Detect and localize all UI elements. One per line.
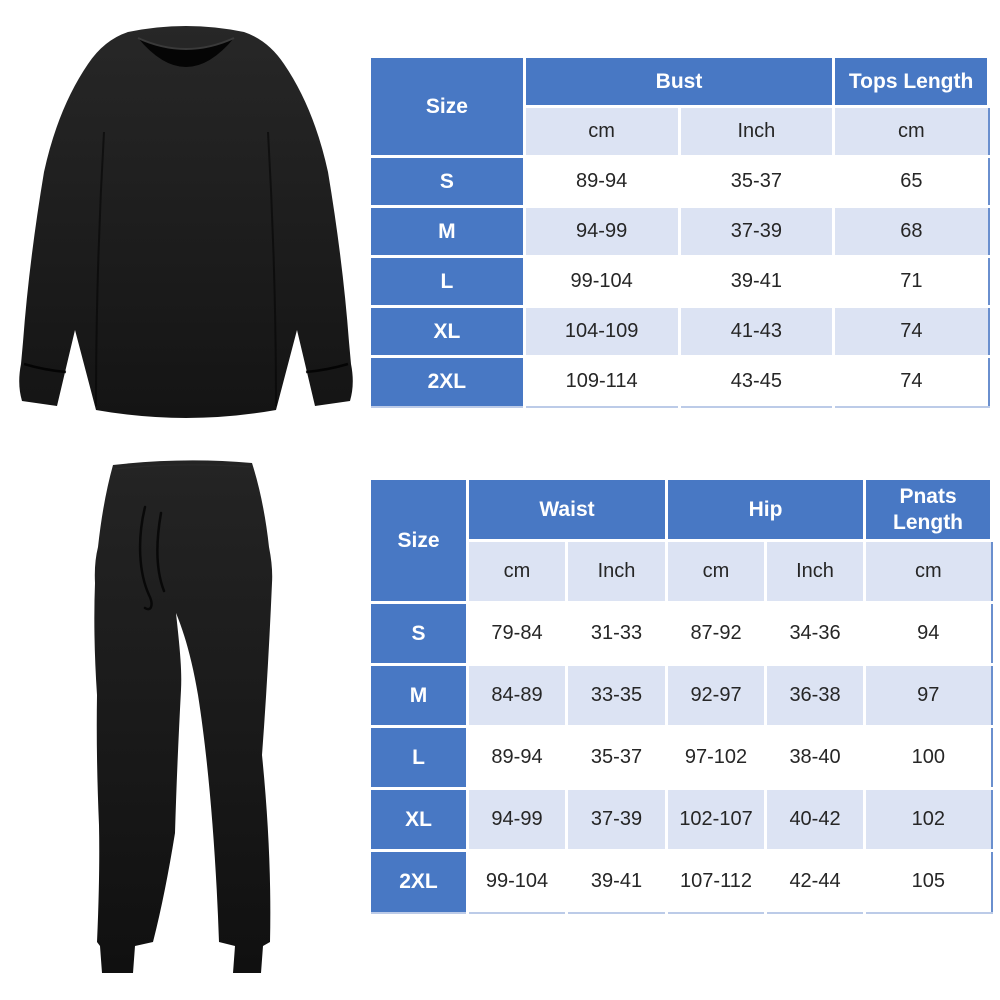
size-cell: M bbox=[368, 205, 526, 258]
unit-header: cm bbox=[832, 105, 990, 158]
size-cell: XL bbox=[368, 305, 526, 358]
cell: 97 bbox=[863, 663, 993, 728]
unit-header: Inch bbox=[564, 539, 669, 604]
pants-size-table: Size Waist Hip Pnats Length cm Inch cm I… bbox=[368, 477, 994, 914]
cell: 35-37 bbox=[564, 725, 669, 790]
cell: 79-84 bbox=[466, 601, 568, 666]
tops-row-m: M 94-99 37-39 68 bbox=[368, 205, 990, 258]
pants-row-xl: XL 94-99 37-39 102-107 40-42 102 bbox=[368, 787, 993, 852]
size-cell: 2XL bbox=[368, 849, 469, 914]
cell: 102 bbox=[863, 787, 993, 852]
pants-header-waist: Waist bbox=[465, 477, 669, 542]
cell: 99-104 bbox=[522, 255, 681, 308]
pants-header-size: Size bbox=[368, 477, 469, 604]
size-cell: M bbox=[368, 663, 469, 728]
cell: 94-99 bbox=[522, 205, 681, 258]
cell: 100 bbox=[863, 725, 993, 790]
size-cell: 2XL bbox=[368, 355, 526, 408]
cell: 74 bbox=[832, 355, 990, 408]
tops-size-table: Size Bust Tops Length cm Inch cm S 89-94… bbox=[368, 55, 990, 408]
pants-header-hip: Hip bbox=[665, 477, 867, 542]
cell: 38-40 bbox=[764, 725, 867, 790]
tops-row-s: S 89-94 35-37 65 bbox=[368, 155, 990, 208]
cell: 35-37 bbox=[677, 155, 836, 208]
cell: 89-94 bbox=[466, 725, 568, 790]
shirt-neck-opening bbox=[138, 38, 234, 67]
tops-header-size: Size bbox=[368, 55, 526, 158]
unit-header: cm bbox=[522, 105, 681, 158]
cell: 42-44 bbox=[764, 849, 867, 914]
tops-header-row: Size Bust Tops Length bbox=[368, 55, 990, 158]
tops-row-xl: XL 104-109 41-43 74 bbox=[368, 305, 990, 358]
tops-row-2xl: 2XL 109-114 43-45 74 bbox=[368, 355, 990, 408]
unit-header: cm bbox=[665, 539, 768, 604]
cell: 89-94 bbox=[522, 155, 681, 208]
unit-header: Inch bbox=[677, 105, 836, 158]
shirt-image bbox=[19, 26, 353, 418]
cell: 37-39 bbox=[677, 205, 836, 258]
cell: 92-97 bbox=[665, 663, 768, 728]
cell: 94-99 bbox=[466, 787, 568, 852]
cell: 36-38 bbox=[764, 663, 867, 728]
pants-fly-seam bbox=[138, 505, 166, 611]
cell: 37-39 bbox=[564, 787, 669, 852]
pants-image bbox=[94, 460, 273, 973]
shirt-cuff-seams bbox=[23, 362, 349, 374]
tops-subheader-row: cm Inch cm bbox=[370, 105, 990, 158]
unit-header: cm bbox=[863, 539, 993, 604]
pants-header-row: Size Waist Hip Pnats Length bbox=[368, 477, 994, 604]
pants-row-l: L 89-94 35-37 97-102 38-40 100 bbox=[368, 725, 993, 790]
shirt-sleeve-creases bbox=[95, 131, 277, 407]
pants-row-m: M 84-89 33-35 92-97 36-38 97 bbox=[368, 663, 993, 728]
cell: 87-92 bbox=[665, 601, 768, 666]
size-cell: S bbox=[368, 601, 469, 666]
cell: 34-36 bbox=[764, 601, 867, 666]
cell: 31-33 bbox=[564, 601, 669, 666]
shirt-silhouette bbox=[19, 26, 353, 418]
tops-header-bust: Bust bbox=[522, 55, 836, 108]
cell: 65 bbox=[832, 155, 990, 208]
tops-row-l: L 99-104 39-41 71 bbox=[368, 255, 990, 308]
cell: 71 bbox=[832, 255, 990, 308]
size-cell: XL bbox=[368, 787, 469, 852]
shirt-collar-rim bbox=[137, 37, 235, 50]
pants-silhouette bbox=[94, 460, 273, 973]
cell: 39-41 bbox=[564, 849, 669, 914]
cell: 39-41 bbox=[677, 255, 836, 308]
cell: 107-112 bbox=[665, 849, 768, 914]
cell: 43-45 bbox=[677, 355, 836, 408]
size-cell: S bbox=[368, 155, 526, 208]
cell: 97-102 bbox=[665, 725, 768, 790]
pants-waistband-seam bbox=[114, 464, 251, 470]
tops-header-tops-length: Tops Length bbox=[832, 55, 990, 108]
pants-header-pants-length: Pnats Length bbox=[863, 477, 994, 542]
unit-header: cm bbox=[466, 539, 568, 604]
cell: 40-42 bbox=[764, 787, 867, 852]
cell: 33-35 bbox=[564, 663, 669, 728]
cell: 105 bbox=[863, 849, 993, 914]
unit-header: Inch bbox=[764, 539, 867, 604]
size-cell: L bbox=[368, 725, 469, 790]
pants-row-s: S 79-84 31-33 87-92 34-36 94 bbox=[368, 601, 993, 666]
cell: 104-109 bbox=[522, 305, 681, 358]
cell: 68 bbox=[832, 205, 990, 258]
pants-subheader-row: cm Inch cm Inch cm bbox=[370, 539, 993, 604]
cell: 99-104 bbox=[466, 849, 568, 914]
cell: 84-89 bbox=[466, 663, 568, 728]
cell: 94 bbox=[863, 601, 993, 666]
cell: 109-114 bbox=[522, 355, 681, 408]
size-cell: L bbox=[368, 255, 526, 308]
pants-row-2xl: 2XL 99-104 39-41 107-112 42-44 105 bbox=[368, 849, 993, 914]
cell: 74 bbox=[832, 305, 990, 358]
cell: 41-43 bbox=[677, 305, 836, 358]
cell: 102-107 bbox=[665, 787, 768, 852]
